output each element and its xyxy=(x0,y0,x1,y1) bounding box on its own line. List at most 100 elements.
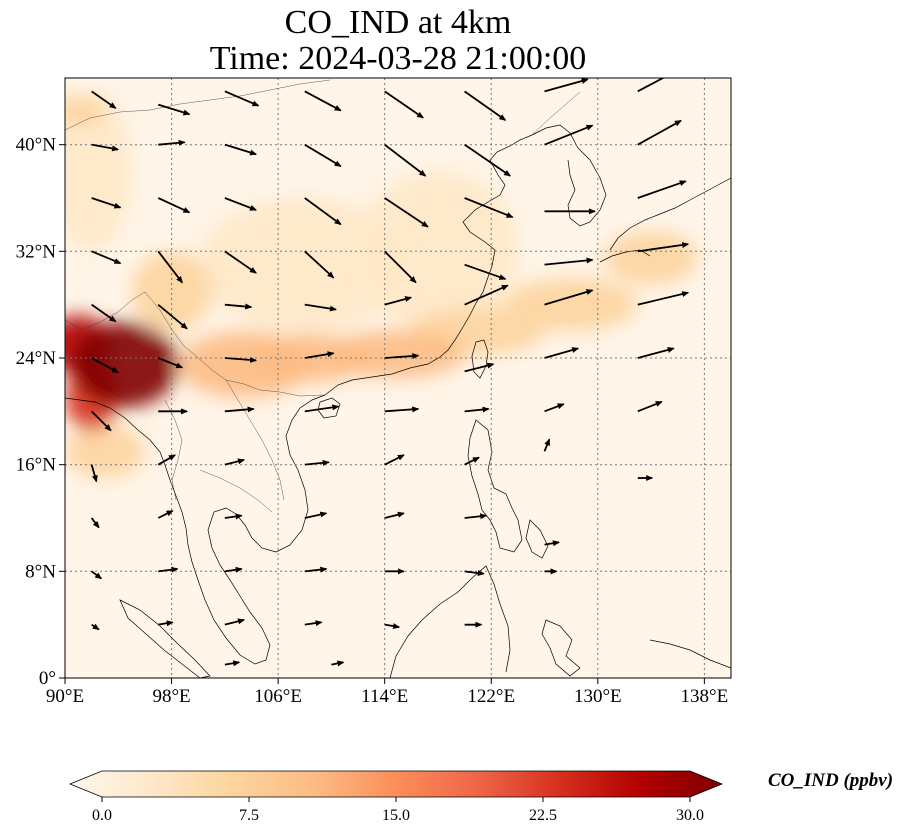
coastlines xyxy=(65,124,731,678)
co-hotspot-3 xyxy=(131,251,212,332)
bay-of-bengal-coastline xyxy=(65,397,161,453)
wind-arrow-34 xyxy=(224,303,253,310)
wind-arrow-43 xyxy=(304,351,335,359)
wind-arrow-82 xyxy=(384,623,401,630)
border-myanmar-thailand xyxy=(164,399,183,501)
wind-arrow-64 xyxy=(90,517,100,529)
chart-title: CO_IND at 4km xyxy=(284,4,512,41)
border-china-myanmar xyxy=(144,291,326,397)
china-coastline xyxy=(324,124,579,396)
co-hotspot-2 xyxy=(65,91,132,252)
co-concentration-field xyxy=(65,91,698,479)
new-guinea-coastline xyxy=(649,639,731,669)
wind-arrow-28 xyxy=(384,250,417,284)
wind-arrow-57 xyxy=(157,454,176,466)
wind-arrow-41 xyxy=(157,357,184,369)
lon-tick-label-4: 122°E xyxy=(467,686,515,707)
wind-arrow-76 xyxy=(464,570,485,576)
wind-arrow-73 xyxy=(224,566,243,573)
lon-tick-label-3: 114°E xyxy=(361,686,408,707)
wind-arrow-52 xyxy=(384,406,420,413)
borneo-coastline xyxy=(389,565,511,678)
wind-arrow-27 xyxy=(304,250,335,279)
wind-arrow-70 xyxy=(544,540,560,547)
lon-tick-label-2: 106°E xyxy=(254,686,302,707)
co-hotspot-0 xyxy=(198,198,412,332)
wind-arrow-17 xyxy=(157,197,191,214)
wind-arrow-19 xyxy=(304,197,342,226)
wind-arrow-21 xyxy=(464,197,514,219)
wind-arrow-35 xyxy=(304,303,337,312)
wind-arrow-51 xyxy=(304,404,340,413)
wind-arrow-59 xyxy=(304,459,330,466)
wind-arrow-84 xyxy=(224,660,241,667)
colorbar-tick-label-2: 15.0 xyxy=(382,807,410,824)
wind-arrow-60 xyxy=(384,454,405,466)
wind-arrow-18 xyxy=(224,197,257,211)
lat-tick-label-5: 40°N xyxy=(16,135,57,156)
wind-arrow-26 xyxy=(224,250,257,274)
wind-arrow-55 xyxy=(637,400,663,413)
wind-arrow-10 xyxy=(224,143,257,156)
co-hotspot-5 xyxy=(65,95,105,128)
wind-arrow-6 xyxy=(544,78,589,93)
colorbar-tick-label-1: 7.5 xyxy=(239,807,259,824)
wind-arrow-78 xyxy=(91,623,100,631)
wind-arrow-42 xyxy=(224,356,258,363)
border-laos-vietnam xyxy=(225,379,285,501)
co-hotspot-14 xyxy=(71,322,179,408)
border-china-mongolia xyxy=(65,79,331,131)
colorbar-label: CO_IND (ppbv) xyxy=(768,770,894,791)
wind-arrow-45 xyxy=(464,362,495,373)
border-thailand-cambodia xyxy=(199,469,273,513)
wind-arrow-32 xyxy=(91,303,117,323)
co-hotspot-4 xyxy=(504,278,638,332)
wind-arrow-50 xyxy=(224,406,255,413)
lat-tick-label-1: 8°N xyxy=(25,561,56,582)
wind-arrow-44 xyxy=(384,353,420,360)
wind-arrow-58 xyxy=(224,458,246,466)
colorbar-ticks: 0.0 7.5 15.0 22.5 30.0 xyxy=(92,797,704,824)
lon-tick-label-0: 90°E xyxy=(46,686,84,707)
wind-arrow-31 xyxy=(637,242,690,253)
wind-arrow-37 xyxy=(464,284,509,306)
colorbar-tick-label-4: 30.0 xyxy=(676,807,704,824)
co-hotspot-8 xyxy=(65,424,145,479)
wind-arrow-56 xyxy=(90,464,98,483)
map-frame xyxy=(64,77,732,679)
indochina-coastline xyxy=(159,394,326,665)
japan-coastline xyxy=(599,177,731,263)
wind-arrow-0 xyxy=(91,90,117,109)
wind-arrow-1 xyxy=(157,103,191,116)
colorbar-tick-label-0: 0.0 xyxy=(92,807,112,824)
wind-arrow-71 xyxy=(91,570,103,580)
lon-tick-label-5: 130°E xyxy=(574,686,622,707)
wind-arrow-24 xyxy=(91,250,122,265)
wind-arrow-68 xyxy=(384,511,405,519)
wind-arrow-20 xyxy=(384,197,429,228)
map-area xyxy=(65,78,731,678)
country-borders xyxy=(65,79,581,513)
longitude-axis: 90°E 98°E 106°E 114°E 122°E 130°E 138°E xyxy=(46,678,728,707)
wind-arrow-69 xyxy=(464,513,488,520)
korea-coastline xyxy=(567,147,607,227)
wind-arrow-2 xyxy=(224,90,260,107)
wind-arrow-85 xyxy=(331,660,345,667)
wind-arrow-66 xyxy=(224,513,243,520)
wind-arrow-12 xyxy=(384,143,427,177)
colorbar: 0.0 7.5 15.0 22.5 30.0 xyxy=(68,770,724,824)
wind-arrow-29 xyxy=(464,263,507,280)
wind-arrow-9 xyxy=(158,139,186,146)
wind-arrow-72 xyxy=(158,566,179,573)
wind-arrow-79 xyxy=(158,620,174,627)
lon-tick-label-6: 138°E xyxy=(681,686,729,707)
wind-arrow-65 xyxy=(157,509,174,519)
wind-arrow-30 xyxy=(544,257,594,266)
lat-tick-label-0: 0° xyxy=(39,668,56,689)
wind-arrow-53 xyxy=(464,406,490,413)
wind-arrow-54 xyxy=(544,403,565,413)
wind-arrow-14 xyxy=(544,124,594,146)
wind-arrow-81 xyxy=(304,620,323,627)
wind-arrow-80 xyxy=(224,618,246,626)
co-hotspot-7 xyxy=(604,231,698,285)
